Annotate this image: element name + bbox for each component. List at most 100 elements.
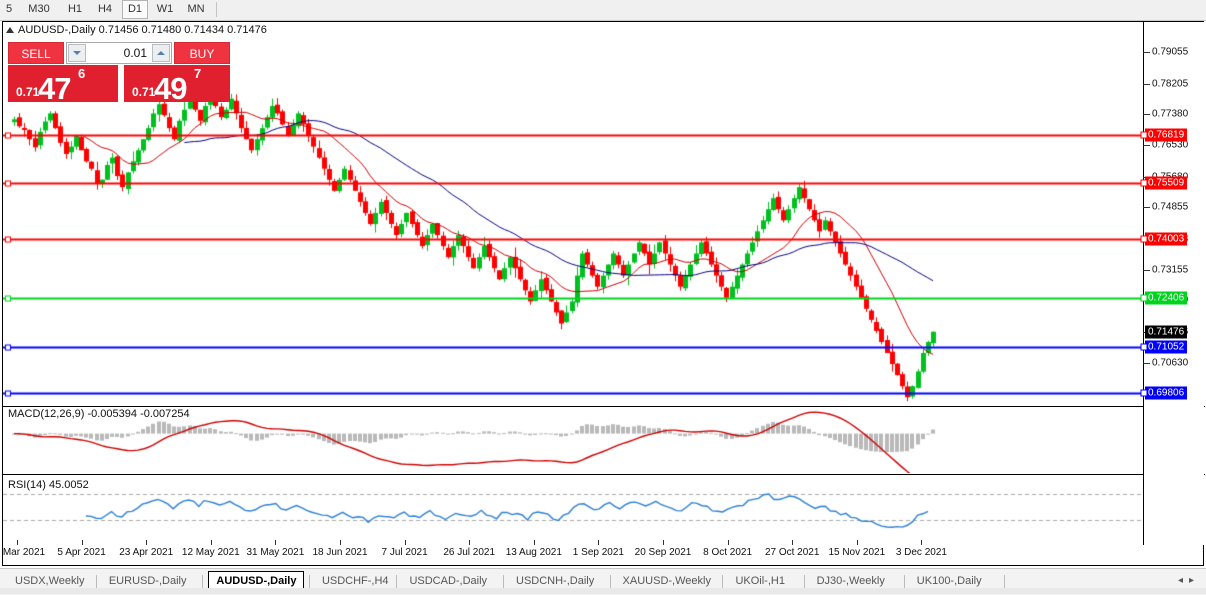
tab-separator bbox=[308, 575, 310, 589]
tab-separator bbox=[202, 575, 204, 589]
chart-ohlc-header: AUDUSD-,Daily 0.71456 0.71480 0.71434 0.… bbox=[6, 24, 267, 36]
rsi-chart-canvas[interactable] bbox=[3, 475, 1143, 539]
date-tick bbox=[792, 540, 794, 545]
tab-scroll-arrows[interactable]: ◂▸ bbox=[1177, 575, 1200, 586]
last-price-tag[interactable]: 0.71476 bbox=[1145, 325, 1188, 339]
toolbar-separator bbox=[216, 2, 217, 17]
date-tick-label: 26 Jul 2021 bbox=[443, 547, 496, 558]
date-tick bbox=[663, 540, 664, 545]
date-axis: 16 Mar 2021 5 Apr 2021 23 Apr 2021 12 May 2… bbox=[0, 540, 1143, 558]
price-level-tag[interactable]: 0.75509 bbox=[1145, 176, 1188, 190]
price-axis-line bbox=[1143, 22, 1144, 545]
price-level-handle[interactable] bbox=[1140, 294, 1148, 301]
date-tick-label: 23 Apr 2021 bbox=[119, 547, 174, 558]
price-tick-label: 0.74855 bbox=[1152, 201, 1189, 213]
chart-tab-uk100-daily[interactable]: UK100-,Daily bbox=[916, 575, 982, 587]
date-tick-label: 12 May 2021 bbox=[181, 547, 240, 558]
price-tick bbox=[1143, 269, 1150, 271]
chart-tab-usdx-weekly[interactable]: USDX,Weekly bbox=[15, 575, 85, 587]
price-level-tag[interactable]: 0.71052 bbox=[1145, 340, 1188, 354]
volume-increase-button[interactable] bbox=[152, 44, 170, 62]
chart-tab-eurusd-daily[interactable]: EURUSD-,Daily bbox=[108, 575, 187, 587]
timeframe-button-mn[interactable]: MN bbox=[187, 3, 205, 15]
timeframe-button-m30[interactable]: M30 bbox=[28, 3, 50, 15]
price-tick bbox=[1143, 114, 1150, 116]
chart-tab-usdcad-daily[interactable]: USDCAD-,Daily bbox=[409, 575, 488, 587]
chart-tab-usdchf-h4[interactable]: USDCHF-,H4 bbox=[321, 575, 389, 587]
date-tick bbox=[856, 540, 858, 545]
price-tick-label: 0.70630 bbox=[1152, 357, 1189, 369]
chart-tab-ukoil-h1[interactable]: UKOil-,H1 bbox=[735, 575, 785, 587]
date-tick bbox=[340, 540, 341, 545]
price-level-handle[interactable] bbox=[1140, 235, 1148, 243]
date-tick-label: 5 Apr 2021 bbox=[57, 547, 106, 558]
chevron-up-icon bbox=[157, 51, 165, 55]
timeframe-button-w1[interactable]: W1 bbox=[156, 3, 174, 15]
date-tick bbox=[921, 540, 923, 545]
chart-tab-xauusd-weekly[interactable]: XAUUSD-,Weekly bbox=[622, 575, 711, 587]
chevron-down-icon bbox=[73, 51, 81, 55]
sell-button[interactable]: SELL bbox=[8, 42, 64, 64]
chart-tab-dj30-weekly[interactable]: DJ30-,Weekly bbox=[816, 575, 885, 587]
price-level-handle[interactable] bbox=[1140, 389, 1148, 397]
macd-chart-canvas[interactable] bbox=[3, 407, 1143, 473]
macd-pane-divider bbox=[3, 406, 1205, 407]
date-tick bbox=[469, 540, 471, 545]
price-level-tag[interactable]: 0.76819 bbox=[1145, 128, 1188, 142]
sell-price-prefix: 0.71 bbox=[16, 85, 40, 99]
volume-decrease-button[interactable] bbox=[68, 44, 86, 62]
buy-price-main: 49 bbox=[154, 71, 187, 102]
tab-separator bbox=[503, 575, 504, 589]
timeframe-button-5[interactable]: 5 bbox=[5, 3, 13, 15]
timeframe-button-h1[interactable]: H1 bbox=[67, 3, 83, 15]
price-tick-label: 0.77380 bbox=[1152, 108, 1189, 120]
chart-tab-audusd-daily[interactable]: AUDUSD-,Daily bbox=[208, 571, 305, 592]
price-level-handle[interactable] bbox=[1140, 179, 1148, 187]
timeframe-button-h4[interactable]: H4 bbox=[97, 3, 113, 15]
price-tick bbox=[1143, 362, 1150, 364]
ohlc-text: AUDUSD-,Daily 0.71456 0.71480 0.71434 0.… bbox=[18, 24, 267, 36]
trade-panel[interactable]: SELL 0.01 BUY 0.71 47 6 0.71 49 7 bbox=[8, 42, 230, 102]
price-tick bbox=[1143, 52, 1150, 54]
price-tick bbox=[1143, 145, 1150, 147]
price-tick-label: 0.76530 bbox=[1152, 139, 1189, 151]
date-tick bbox=[404, 540, 406, 545]
tab-separator bbox=[903, 575, 905, 589]
tab-separator bbox=[396, 575, 398, 589]
volume-value[interactable]: 0.01 bbox=[123, 46, 147, 60]
bottom-scroll-strip[interactable] bbox=[0, 588, 1206, 594]
rsi-label: RSI(14) 45.0052 bbox=[8, 479, 89, 491]
tab-separator bbox=[722, 575, 724, 589]
date-tick bbox=[598, 540, 600, 545]
price-tick-label: 0.79055 bbox=[1152, 46, 1189, 58]
date-tick bbox=[146, 540, 148, 545]
price-tick-label: 0.78205 bbox=[1152, 78, 1189, 90]
volume-stepper[interactable]: 0.01 bbox=[66, 42, 172, 64]
buy-price-display[interactable]: 0.71 49 7 bbox=[124, 65, 230, 102]
date-tick bbox=[727, 540, 729, 545]
price-tick bbox=[1143, 207, 1150, 209]
price-axis[interactable]: 0.790550.782050.773800.765300.756800.748… bbox=[1140, 22, 1204, 545]
price-level-tag[interactable]: 0.69806 bbox=[1145, 386, 1188, 400]
tab-separator bbox=[803, 575, 805, 589]
date-tick-label: 27 Oct 2021 bbox=[764, 547, 820, 558]
date-tick-label: 20 Sep 2021 bbox=[634, 547, 692, 558]
triangle-up-icon[interactable] bbox=[6, 26, 14, 33]
date-tick-label: 18 Jun 2021 bbox=[312, 547, 368, 558]
buy-button[interactable]: BUY bbox=[174, 42, 230, 64]
date-tick-label: 3 Dec 2021 bbox=[895, 547, 947, 558]
chart-tab-usdcnh-daily[interactable]: USDCNH-,Daily bbox=[516, 575, 595, 587]
rsi-pane-divider bbox=[3, 474, 1205, 475]
price-tick-label: 0.73155 bbox=[1152, 264, 1189, 276]
price-level-tag[interactable]: 0.72406 bbox=[1145, 291, 1188, 304]
date-tick-label: 16 Mar 2021 bbox=[0, 547, 46, 558]
timeframe-button-d1[interactable]: D1 bbox=[122, 0, 148, 19]
price-level-handle[interactable] bbox=[1140, 131, 1148, 139]
price-level-handle[interactable] bbox=[1140, 343, 1148, 351]
trade-controls-row: SELL 0.01 BUY bbox=[8, 42, 230, 64]
date-tick-label: 7 Jul 2021 bbox=[381, 547, 428, 558]
sell-price-display[interactable]: 0.71 47 6 bbox=[8, 65, 118, 102]
price-level-tag[interactable]: 0.74003 bbox=[1145, 232, 1188, 246]
date-tick bbox=[81, 540, 83, 545]
